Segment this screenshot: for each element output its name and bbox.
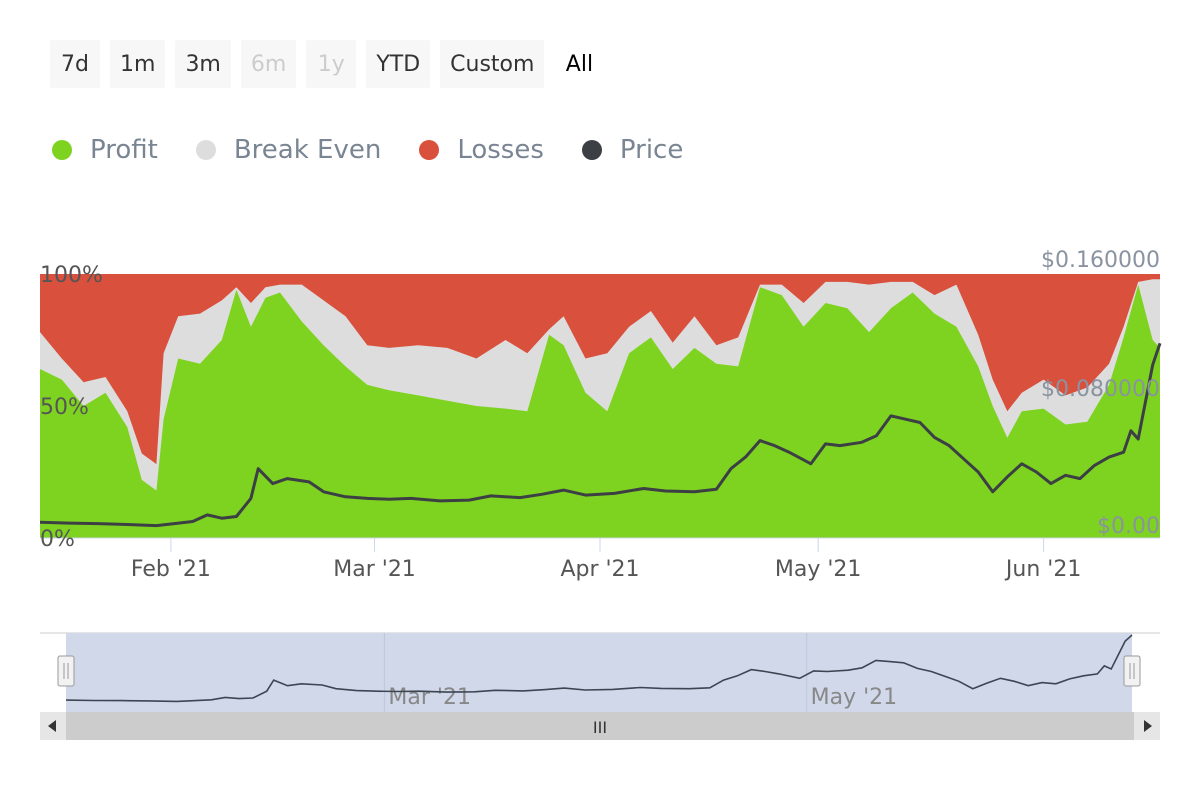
- legend-label: Losses: [457, 135, 544, 165]
- range-selector: 7d 1m 3m 6m 1y YTD Custom All: [50, 40, 605, 88]
- navigator-handle-right[interactable]: [1123, 655, 1141, 687]
- y-right-tick-label: $0.080000: [1041, 377, 1160, 402]
- legend-item-break-even[interactable]: Break Even: [195, 135, 382, 165]
- legend-item-price[interactable]: Price: [581, 135, 684, 165]
- x-tick-label: Jun '21: [1004, 557, 1081, 582]
- navigator[interactable]: Mar '21 May '21: [40, 632, 1160, 712]
- range-button-1m[interactable]: 1m: [110, 40, 166, 88]
- x-tick-label: Feb '21: [131, 557, 211, 582]
- range-button-ytd[interactable]: YTD: [366, 40, 431, 88]
- main-plot: [39, 274, 1162, 538]
- y-left-tick-label: 0%: [40, 527, 75, 552]
- x-tick-label: May '21: [775, 557, 862, 582]
- price-line: [39, 342, 1162, 528]
- navigator-handle-left[interactable]: [57, 655, 75, 687]
- range-button-3m[interactable]: 3m: [175, 40, 231, 88]
- legend-label: Price: [619, 135, 684, 165]
- scrollbar-thumb[interactable]: [66, 712, 1134, 740]
- legend-item-profit[interactable]: Profit: [52, 135, 158, 165]
- legend-marker: [195, 140, 216, 160]
- range-button-all[interactable]: All: [554, 40, 605, 88]
- scrollbar[interactable]: III: [40, 712, 1160, 740]
- y-right-tick-label: $0.160000: [1041, 248, 1160, 273]
- legend-label: Profit: [90, 135, 158, 165]
- scroll-right-arrow-icon[interactable]: [1144, 720, 1152, 732]
- y-left-tick-label: 50%: [40, 395, 89, 420]
- y-right-tick-label: $0.00: [1097, 514, 1160, 539]
- navigator-price-line: [65, 634, 1133, 703]
- legend: Profit Break Even Losses Price: [52, 130, 683, 170]
- x-tick-label: Mar '21: [333, 557, 416, 582]
- range-button-custom[interactable]: Custom: [440, 40, 545, 88]
- scrollbar-grip[interactable]: III: [593, 718, 607, 737]
- profit-area: [40, 284, 1160, 538]
- range-button-6m: 6m: [240, 40, 297, 88]
- legend-item-losses[interactable]: Losses: [419, 135, 544, 165]
- range-button-1y: 1y: [306, 40, 357, 88]
- y-axis-right: $0.00 $0.080000 $0.160000: [1041, 248, 1160, 539]
- range-button-7d[interactable]: 7d: [50, 40, 100, 88]
- legend-label: Break Even: [233, 135, 382, 165]
- x-axis: Feb '21 Mar '21 Apr '21 May '21 Jun '21: [40, 537, 1160, 582]
- navigator-tick-label: Mar '21: [388, 685, 471, 710]
- legend-marker: [52, 140, 72, 160]
- y-axis-left: 0% 50% 100%: [40, 263, 103, 552]
- legend-marker: [419, 140, 440, 160]
- navigator-tick-label: May '21: [811, 685, 898, 710]
- scroll-left-arrow-icon[interactable]: [48, 720, 56, 732]
- legend-marker: [581, 140, 602, 160]
- navigator-selected-range[interactable]: [66, 633, 1132, 712]
- y-left-tick-label: 100%: [40, 263, 103, 288]
- x-tick-label: Apr '21: [560, 557, 639, 582]
